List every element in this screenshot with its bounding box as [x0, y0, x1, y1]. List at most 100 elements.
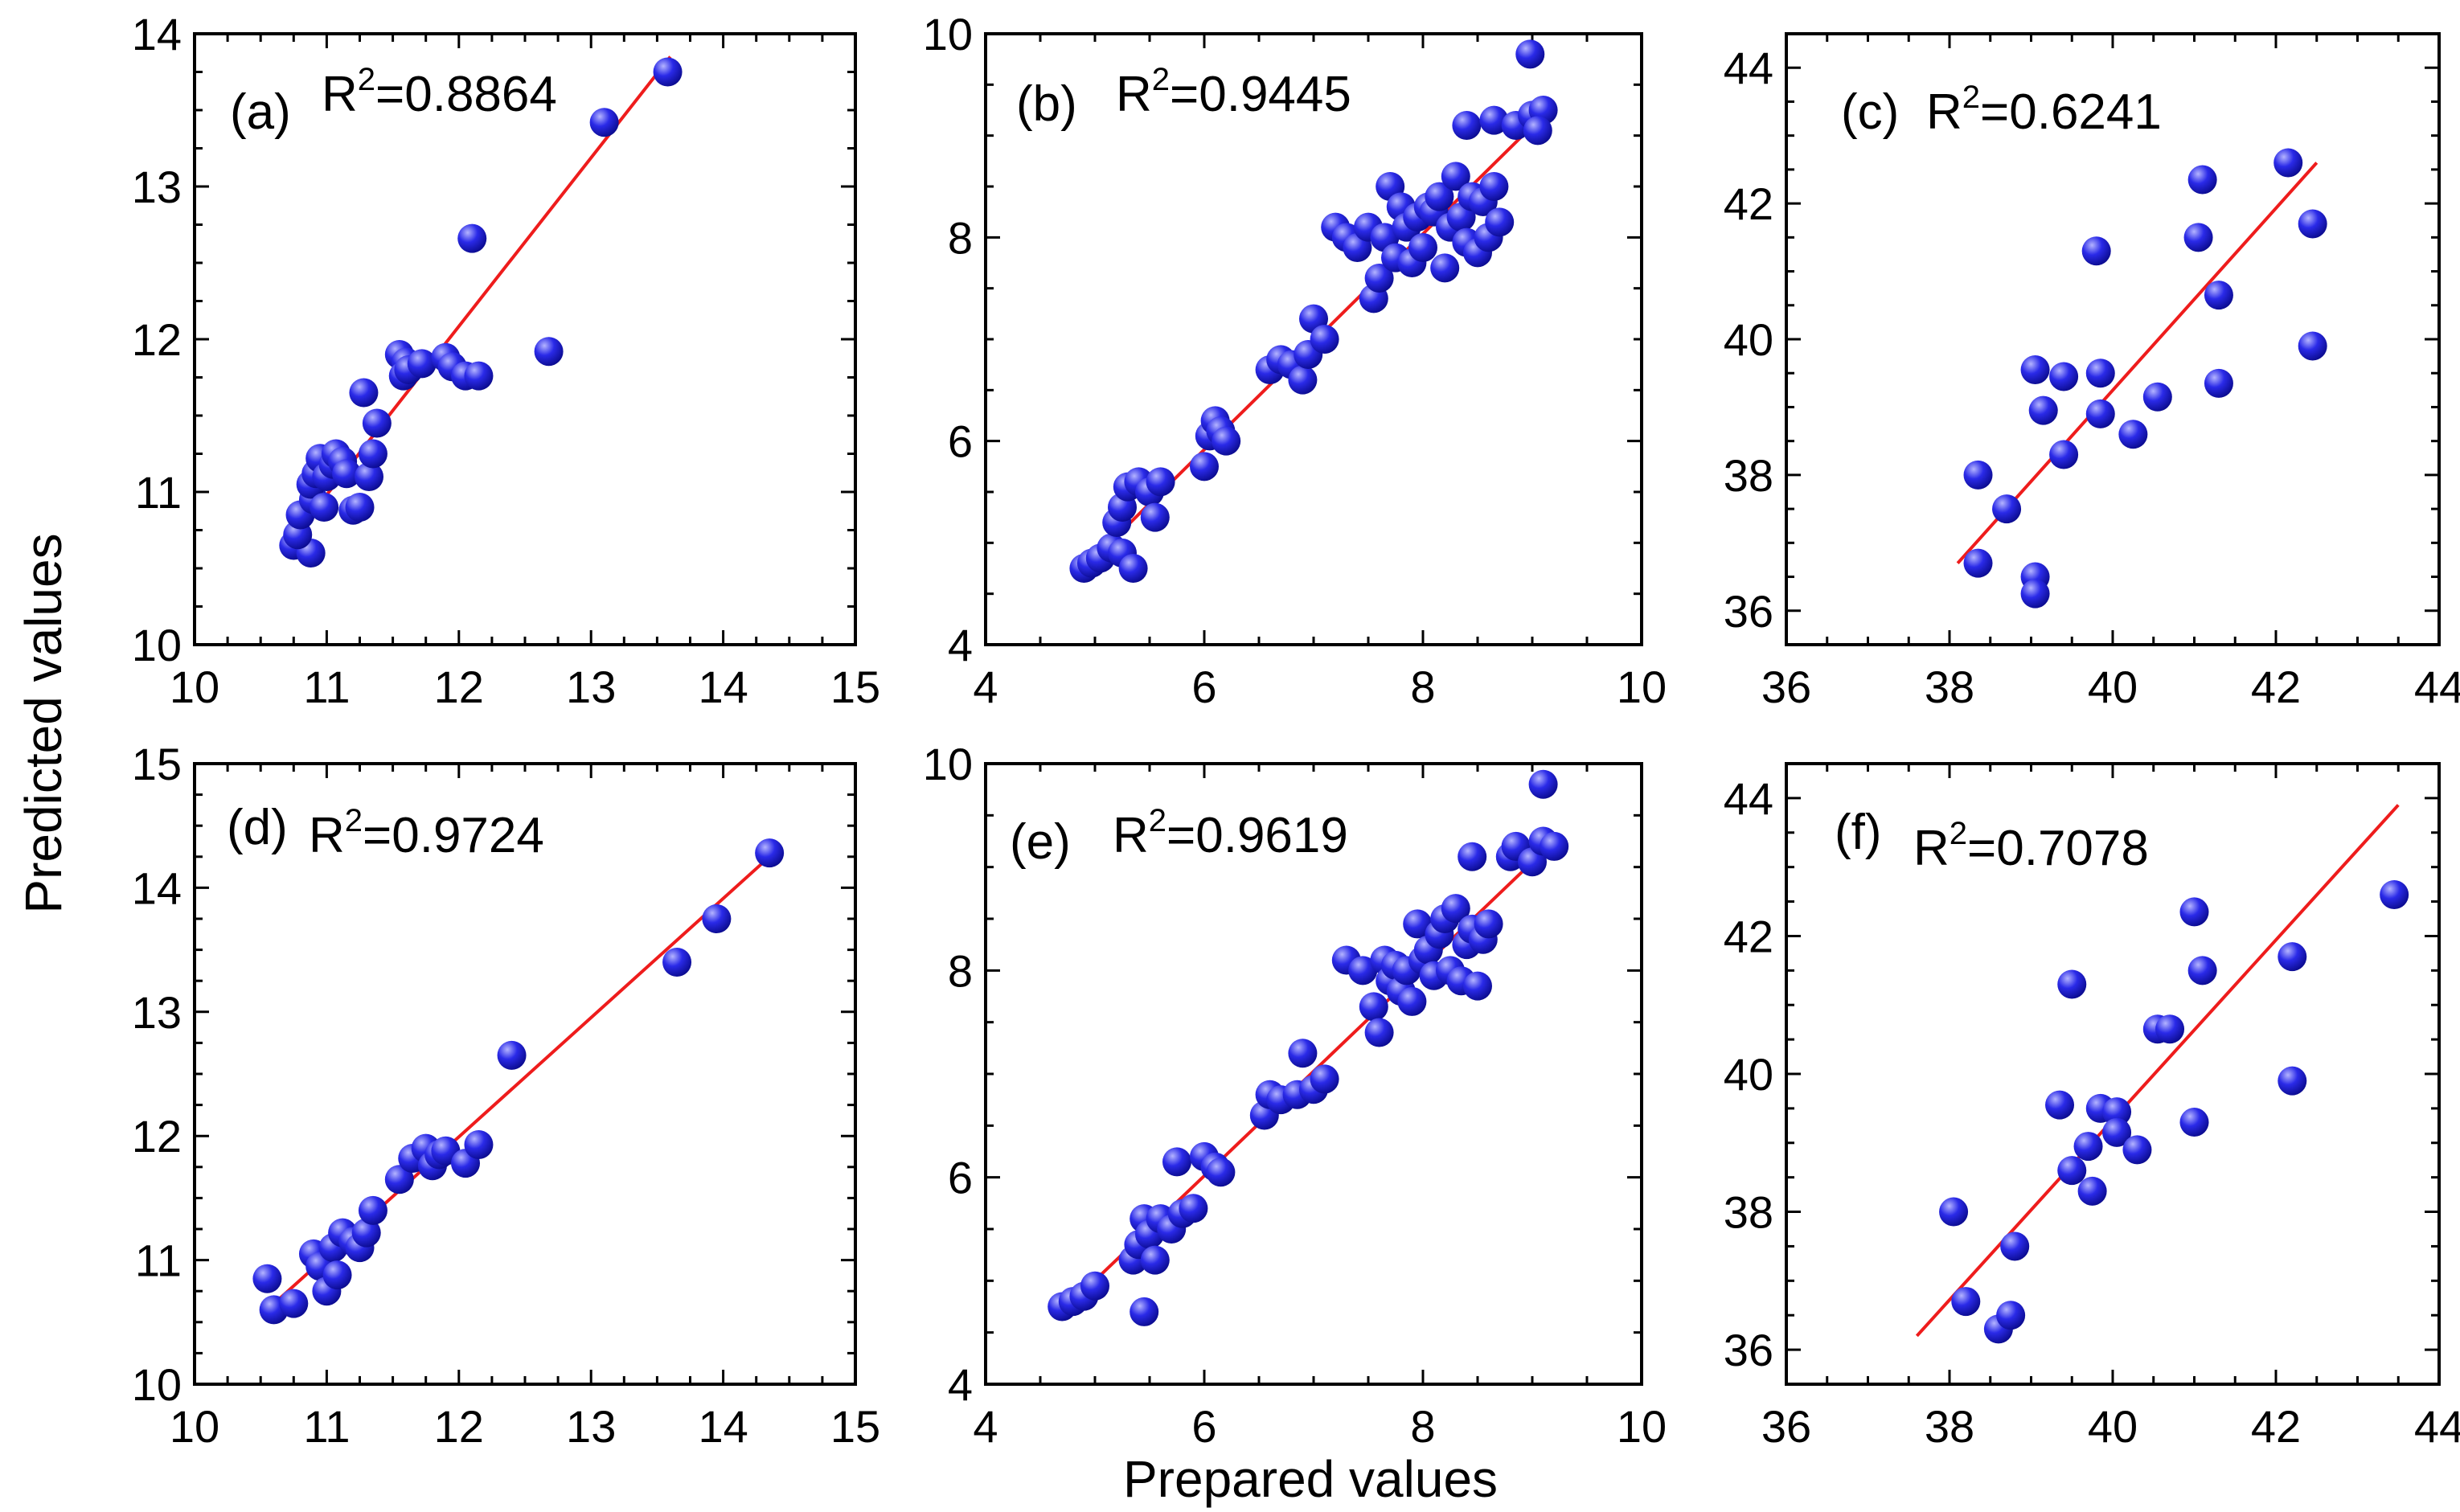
data-point [2073, 1132, 2103, 1162]
data-point [2278, 942, 2307, 972]
y-tick-label: 44 [1724, 43, 1773, 93]
y-tick-label: 11 [135, 467, 182, 518]
y-tick-label: 42 [1724, 178, 1773, 229]
data-point [2278, 1066, 2307, 1096]
data-point [1212, 426, 1241, 456]
data-point [2028, 395, 2058, 425]
x-tick-label: 44 [2414, 662, 2460, 712]
x-tick-label: 13 [566, 1401, 616, 1452]
data-point [1364, 1018, 1394, 1047]
data-point [2102, 1097, 2132, 1127]
data-point [1118, 554, 1148, 583]
r-squared-exponent: 2 [1152, 62, 1170, 97]
data-point [1310, 1064, 1339, 1094]
data-point [279, 1289, 309, 1318]
x-tick-label: 10 [170, 1401, 219, 1452]
data-point [2049, 440, 2079, 469]
data-point [1963, 548, 1993, 578]
data-point [702, 904, 732, 933]
x-tick-label: 10 [1617, 1401, 1667, 1452]
data-point [1080, 1271, 1109, 1301]
data-point [464, 361, 494, 391]
y-tick-label: 6 [948, 1153, 973, 1203]
x-tick-label: 12 [434, 1401, 484, 1452]
data-point [1452, 111, 1482, 140]
x-tick-label: 40 [2088, 1401, 2138, 1452]
data-point [2057, 1156, 2087, 1186]
data-point [1474, 909, 1503, 939]
x-tick-label: 42 [2251, 1401, 2301, 1452]
y-tick-label: 44 [1724, 773, 1773, 824]
data-point [1996, 1301, 2026, 1330]
data-point [1348, 956, 1378, 985]
data-point [2085, 399, 2115, 428]
y-tick-label: 6 [948, 416, 973, 467]
data-point [407, 349, 437, 379]
data-point [1992, 494, 2022, 524]
y-tick-label: 10 [132, 620, 182, 670]
y-tick-label: 40 [1724, 314, 1773, 365]
data-point [2020, 355, 2050, 384]
y-tick-label: 8 [948, 945, 973, 996]
r-squared-symbol: R [1913, 821, 1950, 876]
data-point [2077, 1176, 2107, 1206]
y-tick-label: 40 [1724, 1049, 1773, 1100]
x-tick-label: 4 [973, 1401, 998, 1452]
panel-label: (a) [230, 84, 291, 140]
x-tick-label: 15 [830, 1401, 880, 1452]
r-squared-value: =0.9445 [1170, 67, 1351, 122]
r-squared-annotation: R2=0.6241 [1926, 80, 2162, 140]
data-point [2380, 879, 2409, 909]
panel-e: 4 6 8 10 4 6 8 10 (e) R2=0.9619 [923, 739, 1667, 1452]
data-point [1425, 182, 1454, 211]
fit-line [1915, 804, 2400, 1338]
data-point [1939, 1197, 1969, 1227]
y-tick-label: 4 [948, 620, 973, 670]
data-point [322, 1260, 352, 1290]
y-tick-label: 15 [132, 739, 182, 789]
data-point [2057, 969, 2087, 999]
r-squared-symbol: R [1926, 84, 1962, 140]
data-point [384, 1165, 414, 1194]
y-tick-label: 10 [923, 739, 973, 789]
x-tick-label: 6 [1191, 1401, 1216, 1452]
data-point [2142, 382, 2172, 412]
x-tick-label: 6 [1191, 662, 1216, 712]
data-point [2122, 1135, 2152, 1165]
r-squared-value: =0.7078 [1967, 821, 2149, 876]
data-point [358, 439, 387, 469]
panel-f: 36 38 40 42 44 36 38 40 42 44 (f) R2=0.7078 [1724, 762, 2460, 1452]
y-tick-label: 12 [132, 314, 182, 365]
r-squared-exponent: 2 [1149, 803, 1166, 838]
x-tick-label: 36 [1761, 1401, 1811, 1452]
data-point [2179, 1108, 2209, 1137]
data-point [2155, 1014, 2185, 1044]
data-point [362, 408, 392, 438]
x-tick-label: 11 [303, 1401, 350, 1452]
data-point [1458, 842, 1487, 871]
data-point [1403, 909, 1433, 939]
y-tick-label: 14 [132, 9, 182, 59]
panel-label: (e) [1010, 814, 1071, 870]
y-tick-label: 12 [132, 1111, 182, 1162]
fit-line [1956, 162, 2319, 565]
data-point [1397, 986, 1427, 1016]
y-tick-label: 38 [1724, 450, 1773, 501]
x-tick-label: 40 [2088, 662, 2138, 712]
data-point [2187, 165, 2217, 195]
r-squared-value: =0.9724 [363, 808, 544, 863]
data-point [1963, 460, 1993, 490]
data-point [755, 838, 785, 868]
data-point [1463, 971, 1492, 1001]
y-tick-label: 38 [1724, 1187, 1773, 1238]
x-tick-label: 44 [2414, 1401, 2460, 1452]
r-squared-annotation: R2=0.9619 [1113, 803, 1348, 863]
data-point [2081, 236, 2111, 266]
data-point [332, 459, 362, 489]
x-tick-label: 10 [1617, 662, 1667, 712]
data-point [1162, 1147, 1191, 1177]
panel-label: (c) [1841, 84, 1899, 140]
x-tick-label: 12 [434, 662, 484, 712]
data-point [1359, 992, 1388, 1022]
data-point [310, 493, 339, 522]
